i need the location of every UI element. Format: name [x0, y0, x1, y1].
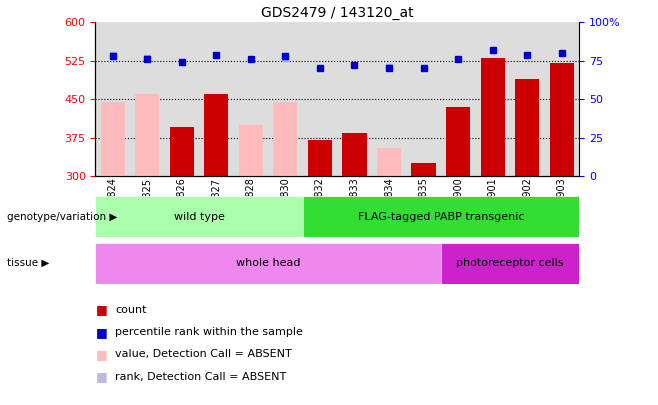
Bar — [95, 243, 441, 284]
Text: whole head: whole head — [236, 258, 301, 268]
Text: ■: ■ — [95, 370, 107, 383]
Text: value, Detection Call = ABSENT: value, Detection Call = ABSENT — [115, 350, 292, 359]
Text: tissue ▶: tissue ▶ — [7, 258, 49, 268]
Bar — [377, 148, 401, 176]
Text: ■: ■ — [95, 303, 107, 316]
Bar — [204, 94, 228, 176]
Text: ■: ■ — [95, 348, 107, 361]
Bar — [170, 128, 194, 176]
Bar — [441, 243, 579, 284]
Text: FLAG-tagged PABP transgenic: FLAG-tagged PABP transgenic — [357, 212, 524, 222]
Title: GDS2479 / 143120_at: GDS2479 / 143120_at — [261, 6, 413, 20]
Bar — [411, 163, 436, 176]
Bar — [239, 125, 263, 176]
Bar — [101, 102, 125, 176]
Text: wild type: wild type — [174, 212, 224, 222]
Bar — [303, 196, 579, 237]
Bar — [549, 63, 574, 176]
Bar — [480, 58, 505, 176]
Bar — [342, 132, 367, 176]
Bar — [308, 140, 332, 176]
Text: rank, Detection Call = ABSENT: rank, Detection Call = ABSENT — [115, 372, 286, 382]
Bar — [273, 102, 297, 176]
Bar — [446, 107, 470, 176]
Bar — [515, 79, 540, 176]
Bar — [95, 196, 303, 237]
Text: ■: ■ — [95, 326, 107, 339]
Text: genotype/variation ▶: genotype/variation ▶ — [7, 212, 117, 222]
Bar — [135, 94, 159, 176]
Text: percentile rank within the sample: percentile rank within the sample — [115, 327, 303, 337]
Text: count: count — [115, 305, 147, 315]
Text: photoreceptor cells: photoreceptor cells — [456, 258, 564, 268]
